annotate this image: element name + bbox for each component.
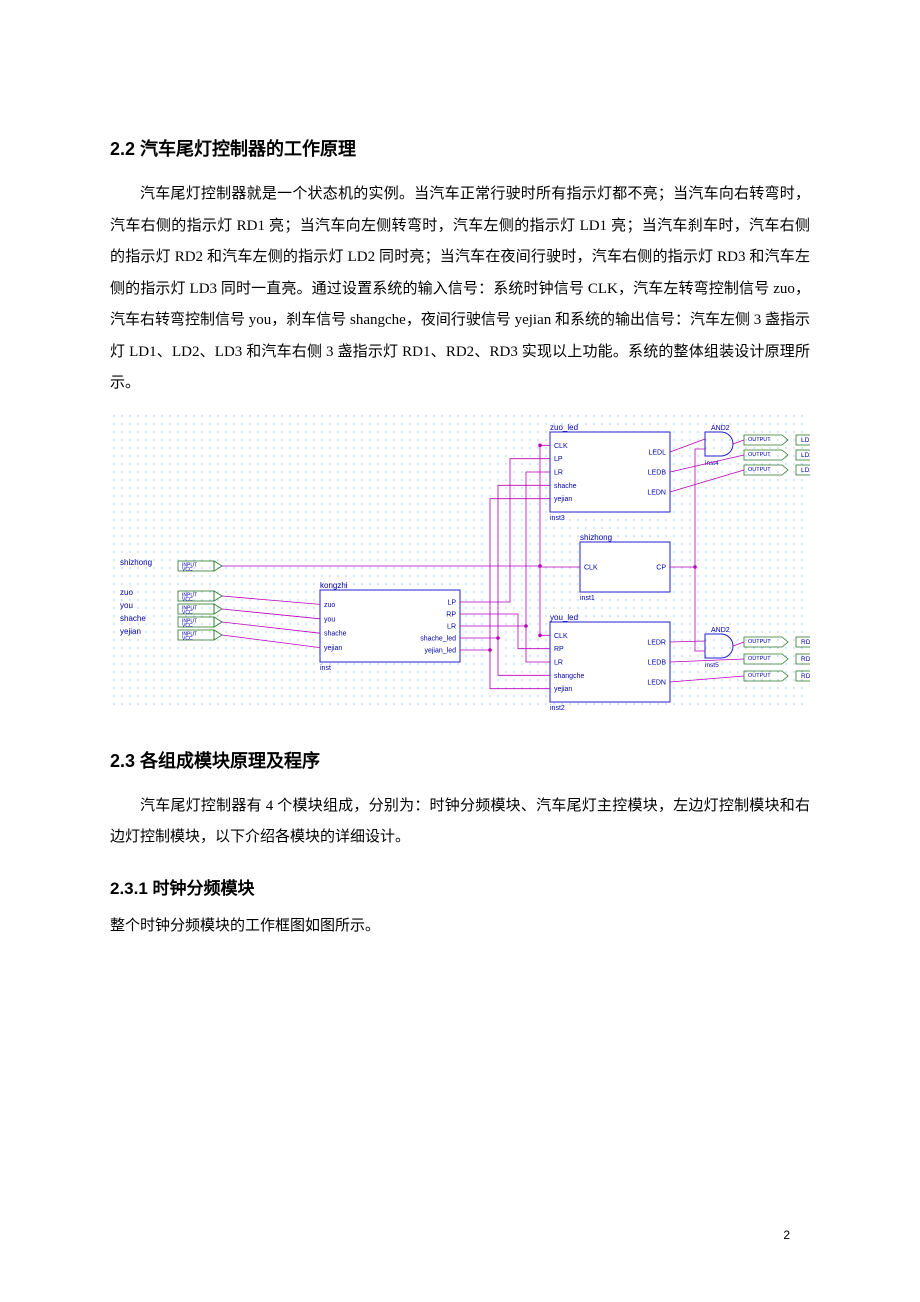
svg-text:you_led: you_led xyxy=(550,613,578,622)
svg-text:inst: inst xyxy=(320,665,331,672)
section-2-3-paragraph: 汽车尾灯控制器有 4 个模块组成，分别为：时钟分频模块、汽车尾灯主控模块，左边灯… xyxy=(110,791,810,854)
svg-text:CLK: CLK xyxy=(584,564,598,571)
svg-text:inst5: inst5 xyxy=(705,662,719,669)
svg-text:zuo: zuo xyxy=(324,601,335,608)
svg-text:you: you xyxy=(120,601,133,610)
section-2-2-heading: 2.2 汽车尾灯控制器的工作原理 xyxy=(110,135,810,161)
schematic-diagram: shizhongINPUTVCCzuoINPUTVCCyouINPUTVCCsh… xyxy=(110,412,810,717)
svg-text:OUTPUT: OUTPUT xyxy=(748,467,771,473)
svg-text:yejian: yejian xyxy=(120,627,141,636)
svg-text:yejian: yejian xyxy=(554,496,572,503)
svg-text:yejian_led: yejian_led xyxy=(424,647,456,654)
svg-text:OUTPUT: OUTPUT xyxy=(748,673,771,679)
svg-text:shangche: shangche xyxy=(554,672,584,679)
svg-text:RD1: RD1 xyxy=(801,639,810,646)
svg-text:VCC: VCC xyxy=(182,597,193,603)
svg-text:zuo: zuo xyxy=(120,588,133,597)
section-2-3-heading: 2.3 各组成模块原理及程序 xyxy=(110,747,810,773)
svg-text:RP: RP xyxy=(446,611,456,618)
svg-text:LEDR: LEDR xyxy=(647,639,666,646)
svg-text:VCC: VCC xyxy=(182,610,193,616)
svg-text:shache: shache xyxy=(120,614,146,623)
svg-text:shizhong: shizhong xyxy=(580,533,612,542)
svg-text:RD2: RD2 xyxy=(801,656,810,663)
svg-text:LP: LP xyxy=(447,599,456,606)
svg-text:RD3: RD3 xyxy=(801,673,810,680)
svg-text:OUTPUT: OUTPUT xyxy=(748,639,771,645)
page-number: 2 xyxy=(783,1228,790,1242)
svg-text:LD1: LD1 xyxy=(801,437,810,444)
svg-text:LP: LP xyxy=(554,456,563,463)
svg-text:LD2: LD2 xyxy=(801,452,810,459)
svg-text:AND2: AND2 xyxy=(711,627,730,634)
svg-text:yejian: yejian xyxy=(554,686,572,693)
svg-text:LD3: LD3 xyxy=(801,467,810,474)
section-2-3-1-paragraph: 整个时钟分频模块的工作框图如图所示。 xyxy=(110,911,810,943)
svg-text:shache: shache xyxy=(554,482,577,489)
svg-text:shache_led: shache_led xyxy=(420,635,456,642)
svg-text:VCC: VCC xyxy=(182,636,193,642)
svg-text:LEDB: LEDB xyxy=(648,659,667,666)
section-2-3-1-heading: 2.3.1 时钟分频模块 xyxy=(110,874,810,899)
svg-text:CLK: CLK xyxy=(554,442,568,449)
svg-text:OUTPUT: OUTPUT xyxy=(748,452,771,458)
svg-text:OUTPUT: OUTPUT xyxy=(748,656,771,662)
svg-text:zuo_led: zuo_led xyxy=(550,423,578,432)
svg-text:CLK: CLK xyxy=(554,632,568,639)
svg-text:yejian: yejian xyxy=(324,645,342,652)
svg-text:VCC: VCC xyxy=(182,567,193,573)
svg-text:LEDB: LEDB xyxy=(648,469,667,476)
section-2-2-paragraph: 汽车尾灯控制器就是一个状态机的实例。当汽车正常行驶时所有指示灯都不亮；当汽车向右… xyxy=(110,179,810,400)
svg-text:LR: LR xyxy=(447,623,456,630)
svg-text:inst2: inst2 xyxy=(550,705,565,712)
svg-text:LR: LR xyxy=(554,469,563,476)
svg-text:LR: LR xyxy=(554,659,563,666)
svg-text:inst3: inst3 xyxy=(550,515,565,522)
svg-text:kongzhi: kongzhi xyxy=(320,581,348,590)
svg-text:RP: RP xyxy=(554,646,564,653)
svg-text:shizhong: shizhong xyxy=(120,558,152,567)
svg-text:LEDL: LEDL xyxy=(648,449,666,456)
svg-text:inst1: inst1 xyxy=(580,595,595,602)
svg-text:OUTPUT: OUTPUT xyxy=(748,437,771,443)
svg-text:LEDN: LEDN xyxy=(647,679,666,686)
svg-text:shache: shache xyxy=(324,630,347,637)
svg-text:VCC: VCC xyxy=(182,623,193,629)
svg-text:CP: CP xyxy=(656,564,666,571)
svg-text:LEDN: LEDN xyxy=(647,489,666,496)
svg-text:you: you xyxy=(324,616,335,623)
svg-text:AND2: AND2 xyxy=(711,425,730,432)
